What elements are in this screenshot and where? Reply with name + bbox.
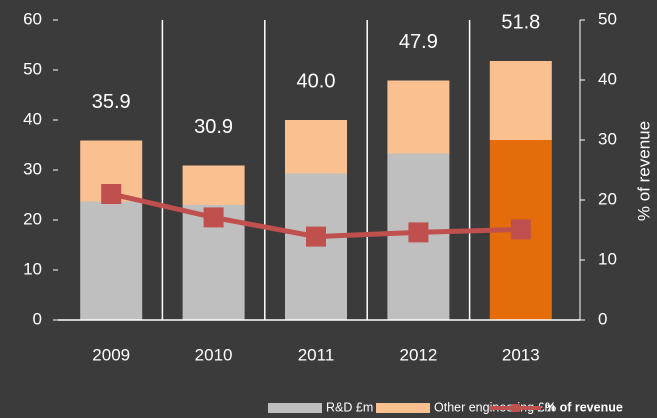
legend-label: R&D £m: [326, 400, 373, 414]
y2-tick-label: 30: [598, 129, 617, 148]
bar: [387, 80, 450, 154]
line-marker: [101, 184, 122, 204]
bar: [285, 173, 347, 320]
y2-axis-label: % of revenue: [634, 121, 653, 221]
line-marker: [203, 207, 224, 228]
bar: [80, 201, 143, 320]
y2-tick-label: 50: [598, 9, 617, 28]
bar: [182, 165, 245, 205]
y2-tick-label: 40: [598, 69, 617, 88]
y-tick-label: 60: [23, 9, 42, 28]
y-tick-label: 40: [23, 109, 42, 128]
line-marker: [510, 219, 531, 240]
y2-tick-label: 20: [598, 189, 617, 208]
total-label: 35.9: [92, 91, 131, 113]
legend-label: % of revenue: [545, 400, 623, 414]
total-label: 30.9: [194, 116, 233, 138]
x-tick-label: 2011: [298, 345, 335, 364]
y2-tick-label: 0: [598, 309, 607, 328]
y2-tick-label: 10: [598, 249, 617, 268]
total-label: 40.0: [297, 70, 336, 92]
line-marker: [408, 222, 429, 243]
bar: [489, 61, 552, 140]
x-tick-label: 2012: [399, 345, 437, 364]
x-tick-label: 2013: [502, 345, 540, 364]
y-tick-label: 10: [23, 259, 42, 278]
bar: [285, 120, 347, 174]
x-tick-label: 2009: [92, 345, 130, 364]
y-tick-label: 20: [23, 209, 42, 228]
y-tick-label: 0: [33, 309, 42, 328]
x-tick-label: 2010: [195, 345, 233, 364]
legend-marker: [511, 404, 519, 412]
total-label: 51.8: [501, 11, 540, 33]
legend-swatch: [268, 403, 322, 413]
y-tick-label: 30: [23, 159, 42, 178]
total-label: 47.9: [399, 31, 438, 53]
legend-swatch: [376, 403, 430, 413]
line-marker: [306, 226, 326, 247]
y-tick-label: 50: [23, 59, 42, 78]
